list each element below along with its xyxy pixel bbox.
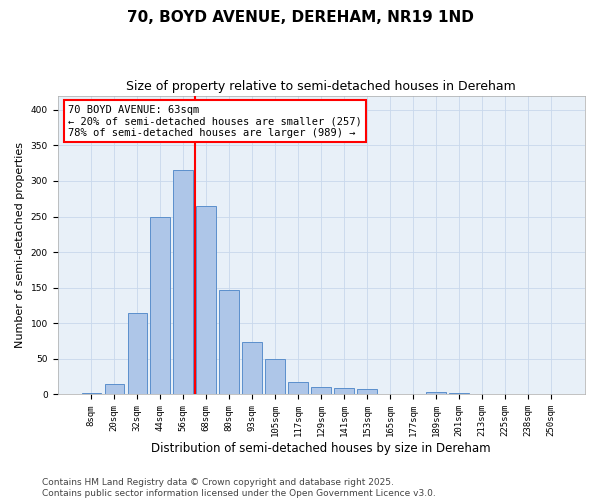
Title: Size of property relative to semi-detached houses in Dereham: Size of property relative to semi-detach… xyxy=(127,80,516,93)
Text: 70, BOYD AVENUE, DEREHAM, NR19 1ND: 70, BOYD AVENUE, DEREHAM, NR19 1ND xyxy=(127,10,473,25)
Text: Contains HM Land Registry data © Crown copyright and database right 2025.
Contai: Contains HM Land Registry data © Crown c… xyxy=(42,478,436,498)
Y-axis label: Number of semi-detached properties: Number of semi-detached properties xyxy=(15,142,25,348)
Bar xyxy=(151,216,170,394)
Text: 70 BOYD AVENUE: 63sqm
← 20% of semi-detached houses are smaller (257)
78% of sem: 70 BOYD AVENUE: 63sqm ← 20% of semi-deta… xyxy=(68,104,362,138)
Bar xyxy=(358,389,377,394)
Bar xyxy=(265,359,285,394)
Bar xyxy=(220,290,239,395)
Bar xyxy=(242,342,262,394)
Bar xyxy=(82,393,101,394)
Bar xyxy=(449,393,469,394)
Bar xyxy=(427,392,446,394)
Bar xyxy=(173,170,193,394)
Bar xyxy=(104,384,124,394)
Bar xyxy=(128,312,147,394)
Bar xyxy=(196,206,216,394)
Bar xyxy=(334,388,354,394)
Bar xyxy=(311,388,331,394)
Bar xyxy=(289,382,308,394)
X-axis label: Distribution of semi-detached houses by size in Dereham: Distribution of semi-detached houses by … xyxy=(151,442,491,455)
